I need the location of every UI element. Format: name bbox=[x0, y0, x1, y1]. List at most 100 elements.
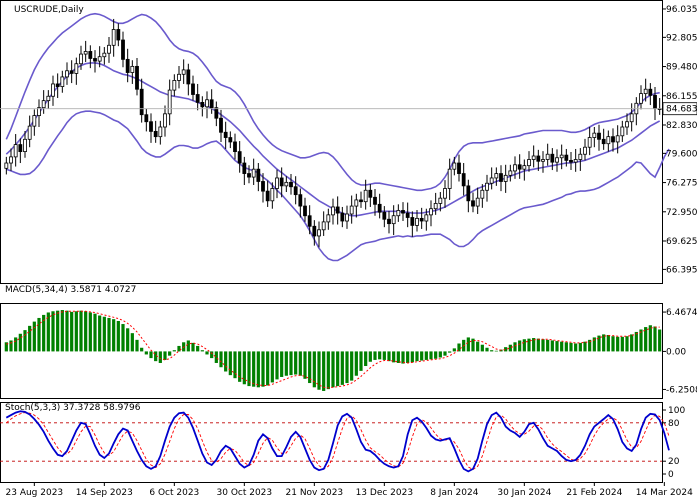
macd-bar bbox=[443, 351, 447, 356]
macd-bar bbox=[266, 351, 270, 386]
candle bbox=[195, 83, 200, 111]
candle-body bbox=[233, 141, 237, 153]
macd-bar bbox=[196, 345, 200, 352]
candle bbox=[480, 184, 485, 208]
macd-bar bbox=[364, 351, 368, 367]
candle bbox=[153, 120, 158, 143]
macd-bar bbox=[144, 351, 148, 355]
candle-body bbox=[242, 162, 247, 174]
candle-body bbox=[46, 95, 51, 102]
candle bbox=[251, 158, 256, 185]
macd-bar bbox=[23, 330, 27, 352]
macd-bar bbox=[415, 351, 419, 362]
candle-body bbox=[615, 135, 620, 143]
candle bbox=[326, 208, 331, 230]
candle-body bbox=[200, 102, 205, 108]
candle-body bbox=[391, 215, 396, 225]
candle-body bbox=[55, 83, 60, 87]
candle-body bbox=[303, 205, 307, 217]
candle-body bbox=[503, 174, 508, 182]
candle bbox=[116, 23, 121, 47]
candle-body bbox=[606, 136, 611, 145]
stoch-panel[interactable]: 100 80 20 0 Stoch(5,3,3) 37.3728 58.9796 bbox=[0, 403, 685, 480]
candle bbox=[247, 165, 251, 184]
price-panel[interactable]: 96.035 92.805 89.480 86.155 82.830 79.600 76.2… bbox=[0, 5, 697, 275]
candle bbox=[111, 18, 116, 57]
price-tick-label: 86.155 bbox=[666, 92, 697, 102]
macd-panel[interactable]: 6.4674 0.00 -6.2508 MACD(5,34,4) 3.5871 4.… bbox=[4, 285, 697, 395]
candle-body bbox=[144, 114, 149, 123]
macd-bar bbox=[630, 334, 634, 352]
candle-body bbox=[433, 203, 438, 210]
macd-bar bbox=[620, 336, 624, 352]
panel-frame-2 bbox=[0, 402, 663, 483]
candle bbox=[135, 58, 139, 96]
macd-bar bbox=[658, 329, 662, 352]
stoch-tick-label: 100 bbox=[668, 406, 685, 416]
macd-bar bbox=[410, 351, 414, 363]
macd-bar bbox=[396, 351, 400, 363]
candle bbox=[368, 184, 373, 207]
candle bbox=[494, 167, 499, 186]
macd-bar bbox=[270, 351, 274, 383]
macd-bar bbox=[406, 351, 410, 363]
candle bbox=[503, 164, 508, 193]
candle-body bbox=[163, 113, 167, 128]
macd-bar bbox=[597, 335, 601, 352]
candle bbox=[23, 130, 27, 158]
candle bbox=[158, 120, 163, 145]
candle-body bbox=[237, 151, 242, 164]
macd-tick-label: 6.4674 bbox=[666, 308, 697, 318]
candle-body bbox=[41, 100, 46, 109]
candle bbox=[233, 133, 237, 160]
candle bbox=[27, 115, 32, 148]
candle-body bbox=[373, 196, 377, 205]
bollinger-middle-line bbox=[5, 62, 661, 217]
candle-body bbox=[653, 94, 657, 109]
candle-body bbox=[205, 99, 209, 108]
candle-body bbox=[387, 218, 391, 225]
price-tick-label: 72.950 bbox=[666, 208, 697, 218]
time-tick-label: 21 Nov 2023 bbox=[286, 488, 344, 498]
candle-body bbox=[513, 164, 517, 172]
symbol-title: USCRUDE,Daily bbox=[14, 5, 84, 15]
candle-body bbox=[251, 168, 256, 178]
candle bbox=[9, 148, 13, 171]
macd-bar bbox=[294, 351, 298, 375]
macd-bar bbox=[28, 325, 32, 352]
candle bbox=[545, 143, 550, 166]
macd-bar bbox=[177, 345, 181, 352]
candle-body bbox=[573, 159, 578, 163]
candle-body bbox=[223, 131, 228, 138]
macd-histogram bbox=[4, 310, 662, 391]
macd-bar bbox=[490, 350, 494, 352]
candle bbox=[307, 205, 312, 235]
macd-bar bbox=[401, 351, 405, 364]
macd-bar bbox=[368, 351, 372, 362]
candle bbox=[228, 131, 233, 149]
time-axis: 23 Aug 2023 14 Sep 2023 6 Oct 2023 30 Oct 2… bbox=[6, 482, 693, 498]
candle bbox=[74, 57, 79, 85]
candle-body bbox=[340, 212, 345, 222]
macd-bar bbox=[37, 317, 41, 352]
macd-bar bbox=[494, 350, 498, 352]
candle-body bbox=[60, 76, 65, 87]
candle bbox=[447, 158, 452, 200]
stoch-lines bbox=[5, 410, 670, 473]
macd-bar bbox=[219, 351, 223, 368]
candle bbox=[242, 156, 247, 185]
candle-body bbox=[415, 217, 419, 226]
candle-body bbox=[461, 173, 466, 187]
macd-bar bbox=[555, 341, 559, 352]
candle-body bbox=[536, 155, 541, 162]
stoch-title: Stoch(5,3,3) 37.3728 58.9796 bbox=[5, 403, 141, 413]
candle bbox=[13, 134, 18, 167]
candle bbox=[293, 176, 298, 205]
macd-bar bbox=[648, 325, 652, 352]
candle-body bbox=[587, 137, 592, 148]
candle-body bbox=[452, 162, 457, 170]
candle-body bbox=[527, 159, 531, 167]
macd-bar bbox=[560, 341, 564, 352]
candle-body bbox=[149, 121, 153, 132]
